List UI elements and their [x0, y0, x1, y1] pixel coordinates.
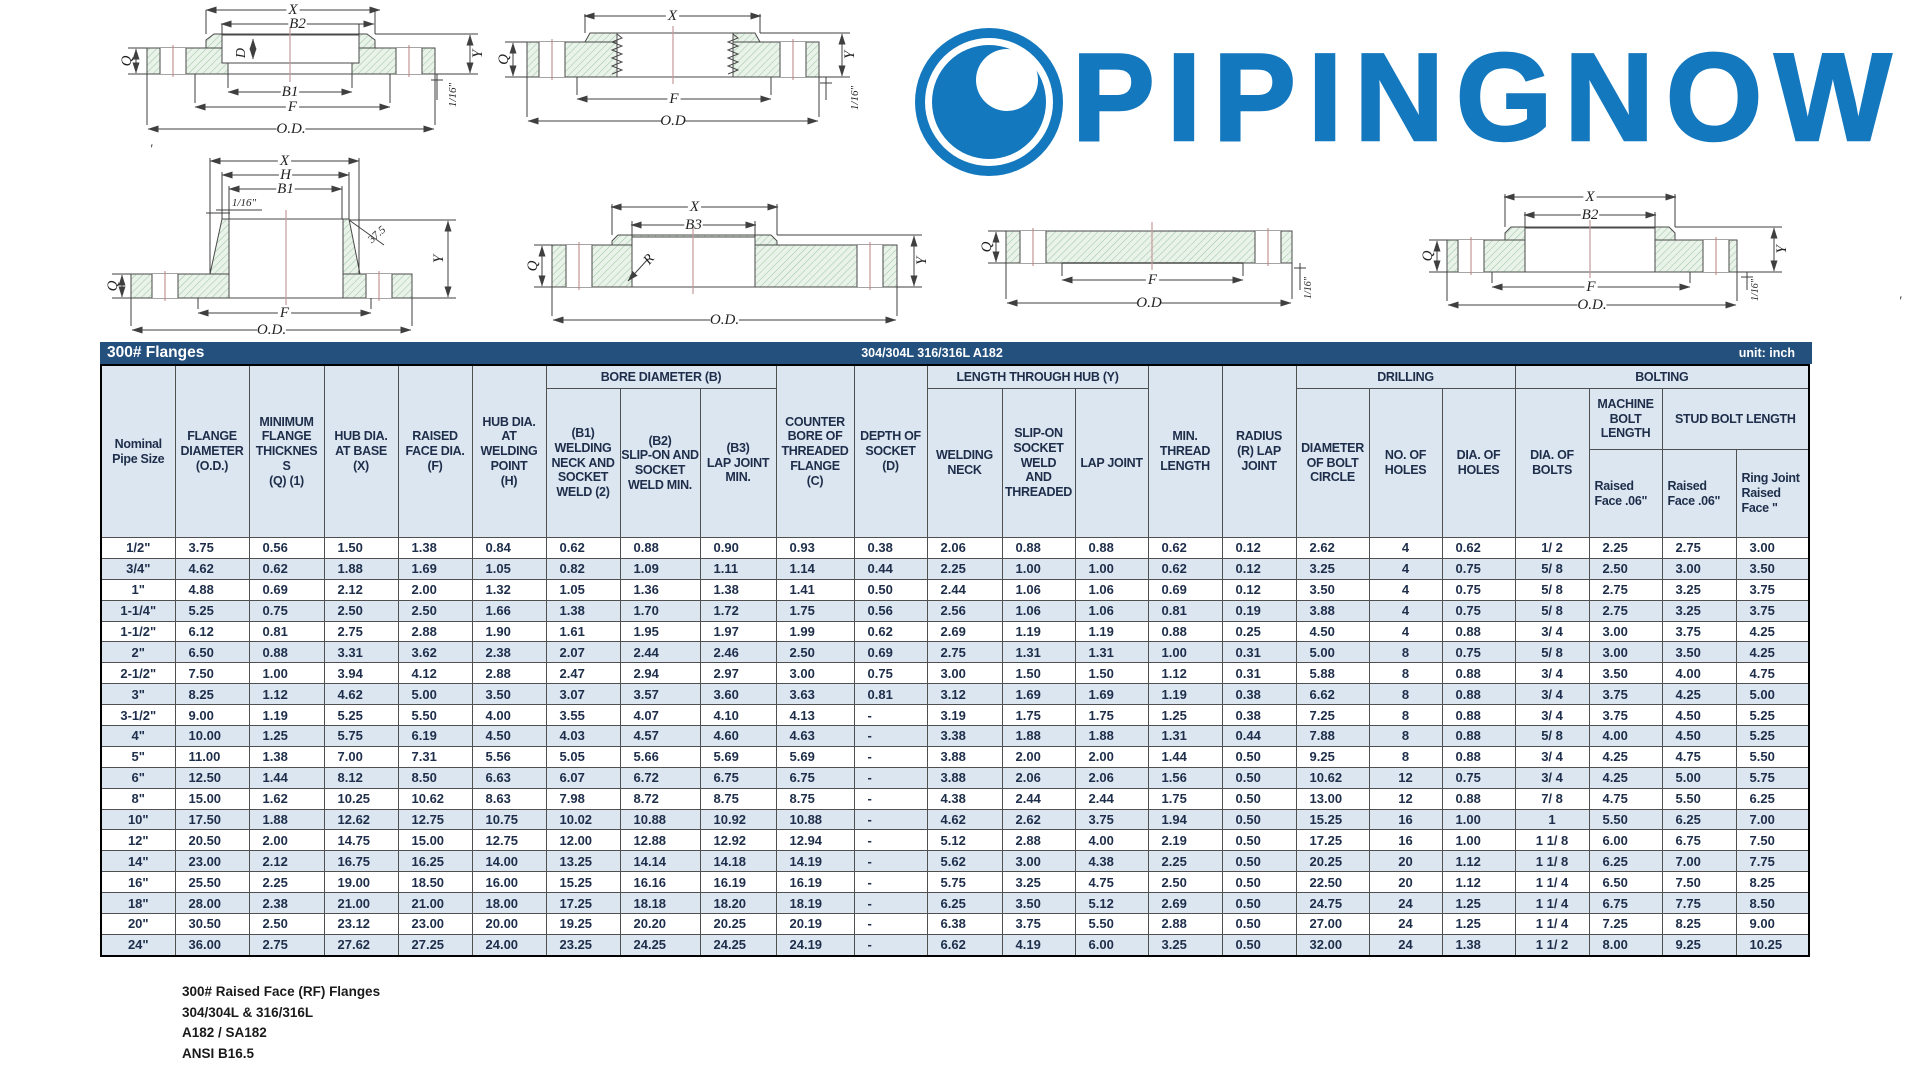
svg-text:X: X: [667, 8, 678, 24]
svg-text:O.D.: O.D.: [1577, 297, 1606, 313]
svg-text:B1: B1: [282, 84, 299, 100]
svg-text:O.D.: O.D.: [276, 121, 305, 137]
svg-text:O.D.: O.D.: [257, 322, 286, 338]
svg-text:1/16": 1/16": [1750, 278, 1761, 301]
svg-text:PIPINGNOW: PIPINGNOW: [1072, 29, 1903, 167]
svg-text:O.D: O.D: [1136, 295, 1162, 311]
svg-text:O.D.: O.D.: [710, 312, 739, 328]
svg-text:F: F: [668, 91, 679, 107]
svg-text:Q: Q: [979, 241, 995, 252]
svg-text:F: F: [287, 99, 298, 115]
svg-text:Y: Y: [431, 253, 447, 263]
svg-text:F: F: [279, 305, 290, 321]
svg-text:X: X: [279, 153, 290, 169]
svg-text:Q: Q: [119, 55, 135, 66]
svg-text:O.D: O.D: [660, 113, 686, 129]
svg-text:Q: Q: [525, 260, 541, 271]
svg-text:Q: Q: [496, 54, 512, 65]
svg-text:Y: Y: [1774, 244, 1790, 254]
svg-text:1/16": 1/16": [232, 197, 257, 209]
svg-text:H: H: [279, 167, 292, 183]
svg-text:Y: Y: [470, 48, 486, 58]
svg-text:': ': [150, 141, 153, 156]
svg-text:Y: Y: [914, 255, 930, 265]
svg-text:B2: B2: [1582, 207, 1599, 223]
svg-text:B1: B1: [277, 181, 294, 197]
svg-text:': ': [1899, 293, 1902, 308]
svg-text:Y: Y: [842, 49, 858, 59]
svg-text:Q: Q: [105, 280, 121, 291]
svg-text:1/16": 1/16": [447, 83, 459, 108]
svg-text:F: F: [1585, 279, 1596, 295]
svg-text:B3: B3: [685, 217, 702, 233]
svg-text:1/16": 1/16": [1303, 276, 1314, 299]
svg-text:1/16": 1/16": [849, 86, 861, 111]
svg-text:X: X: [689, 199, 700, 215]
svg-text:F: F: [1147, 272, 1158, 288]
svg-text:B2: B2: [289, 16, 306, 32]
svg-text:Q: Q: [1420, 250, 1436, 261]
svg-text:X: X: [287, 2, 298, 18]
svg-text:X: X: [1584, 189, 1595, 205]
svg-text:D: D: [234, 48, 249, 59]
svg-text:37.5: 37.5: [365, 224, 388, 247]
